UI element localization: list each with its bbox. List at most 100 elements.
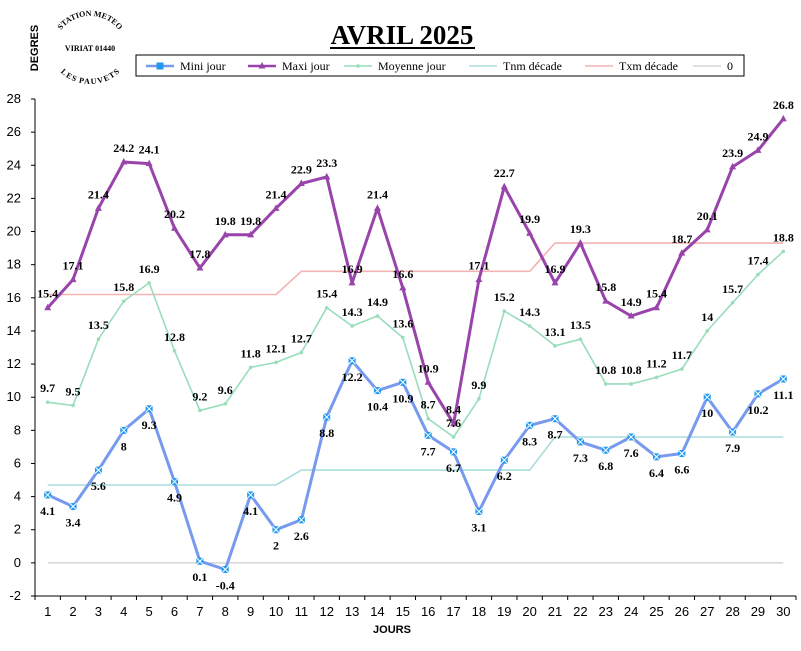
marker-maxi: [729, 162, 737, 170]
x-tick-label: 22: [573, 604, 587, 619]
x-tick-label: 29: [751, 604, 765, 619]
x-tick-label: 15: [396, 604, 410, 619]
data-label-moyenne: 8.7: [421, 398, 436, 412]
data-label-maxi: 24.1: [139, 143, 160, 157]
marker-mini: [677, 449, 686, 458]
marker-maxi: [348, 278, 356, 286]
marker-mini: [246, 491, 255, 499]
x-axis-title: JOURS: [373, 624, 411, 636]
marker-maxi: [323, 172, 331, 180]
marker-mini-cross: [576, 438, 585, 446]
data-label-mini: 8.3: [522, 434, 537, 448]
data-label-maxi: 16.6: [392, 267, 413, 281]
data-label-mini: 10: [701, 406, 713, 420]
marker-moyenne: [705, 329, 710, 333]
marker-mini: [449, 448, 458, 456]
data-label-maxi: 14.9: [621, 295, 642, 309]
legend-label-txm: Txm décade: [619, 59, 678, 73]
data-label-moyenne: 15.8: [113, 280, 134, 294]
data-label-moyenne: 9.2: [192, 389, 207, 403]
x-tick-label: 17: [446, 604, 460, 619]
marker-moyenne: [121, 299, 126, 303]
marker-maxi: [779, 114, 787, 122]
marker-mini: [94, 466, 103, 474]
series-line-tnm: [47, 436, 784, 486]
legend-marker-mini: [156, 62, 164, 70]
marker-moyenne: [223, 402, 228, 406]
data-label-mini: 6.8: [598, 459, 613, 473]
x-tick-label: 16: [421, 604, 435, 619]
station-stamp: STATION METEO VIRIAT 01440 LES PAUVETS: [56, 9, 125, 86]
data-label-moyenne: 10.8: [595, 363, 616, 377]
marker-maxi: [221, 230, 229, 238]
legend-label-zero: 0: [727, 59, 733, 73]
marker-moyenne: [781, 249, 786, 254]
marker-maxi: [551, 278, 559, 286]
marker-moyenne: [96, 337, 101, 342]
x-tick-label: 6: [171, 604, 178, 619]
marker-maxi: [373, 204, 381, 211]
marker-maxi: [145, 159, 153, 167]
marker-mini-cross: [348, 356, 356, 365]
data-label-mini: -0.4: [216, 578, 235, 592]
data-label-mini: 8.7: [548, 428, 563, 442]
y-tick-label: 6: [14, 455, 21, 470]
data-label-mini: 4.9: [167, 491, 182, 505]
legend-item-maxi: Maxi jour: [248, 59, 330, 73]
x-tick-label: 13: [345, 604, 359, 619]
data-label-mini: 7.7: [421, 444, 436, 458]
y-tick-label: 8: [14, 422, 21, 437]
legend-item-moyenne: Moyenne jour: [344, 59, 446, 73]
data-label-moyenne: 11.2: [646, 356, 666, 370]
marker-maxi: [196, 263, 204, 271]
data-label-mini: 0.1: [192, 570, 207, 584]
chart-title: AVRIL 2025: [331, 20, 474, 50]
data-label-moyenne: 16.9: [139, 262, 160, 276]
data-label-mini: 7.3: [573, 451, 588, 465]
marker-moyenne: [477, 397, 481, 401]
marker-mini: [145, 404, 154, 413]
data-label-maxi: 15.8: [595, 280, 616, 294]
series-line-mini: [47, 359, 785, 571]
data-label-maxi: 16.9: [545, 262, 566, 276]
marker-maxi: [678, 249, 686, 256]
data-label-maxi: 10.9: [418, 361, 439, 375]
data-label-moyenne: 9.5: [66, 384, 81, 398]
marker-maxi: [272, 204, 280, 211]
stamp-top-text: STATION METEO: [56, 9, 125, 31]
x-tick-label: 21: [548, 604, 562, 619]
marker-moyenne: [401, 335, 405, 340]
marker-mini-cross: [525, 421, 534, 430]
marker-mini: [119, 426, 128, 435]
marker-maxi: [652, 303, 660, 311]
data-label-moyenne: 14.3: [519, 305, 540, 319]
marker-mini: [398, 378, 407, 387]
x-tick-label: 30: [776, 604, 790, 619]
marker-mini: [627, 433, 635, 441]
marker-maxi: [475, 275, 483, 283]
marker-moyenne: [527, 324, 532, 328]
data-label-moyenne: 15.7: [722, 282, 743, 296]
marker-moyenne: [730, 300, 735, 305]
x-tick-label: 23: [599, 604, 613, 619]
marker-maxi: [171, 224, 179, 231]
marker-moyenne: [680, 367, 684, 371]
marker-moyenne: [603, 382, 608, 386]
legend-item-txm: Txm décade: [585, 59, 678, 73]
data-label-maxi: 26.8: [773, 98, 794, 112]
marker-moyenne: [350, 324, 354, 328]
data-label-moyenne: 9.9: [471, 378, 486, 392]
legend-label-maxi: Maxi jour: [282, 59, 330, 73]
marker-mini: [348, 356, 356, 365]
data-label-mini: 7.9: [725, 441, 740, 455]
legend-label-tnm: Tnm décade: [503, 59, 562, 73]
data-label-moyenne: 13.1: [545, 325, 566, 339]
data-label-maxi: 19.3: [570, 222, 591, 236]
marker-mini: [576, 438, 585, 446]
marker-mini-cross: [703, 393, 712, 402]
data-label-maxi: 22.7: [494, 166, 515, 180]
series-markers: [43, 114, 788, 574]
data-label-mini: 3.1: [471, 521, 486, 535]
